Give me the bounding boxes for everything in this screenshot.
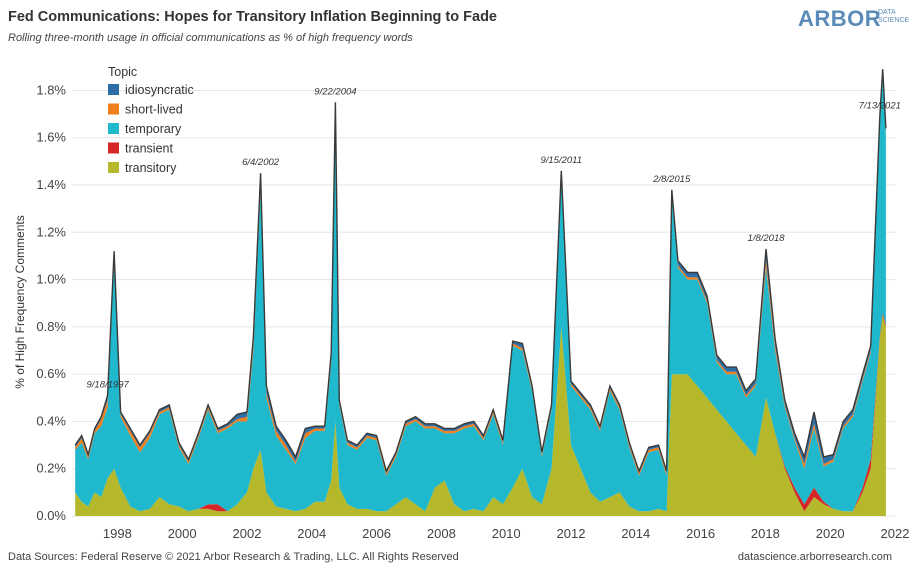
y-axis-label: % of High Frequency Comments [13,215,27,388]
x-tick-label: 2012 [557,526,586,541]
legend-label: transient [125,142,173,156]
logo-wordmark: ARBOR [798,6,882,31]
y-tick-label: 1.6% [36,130,66,145]
peak-annotation: 1/8/2018 [748,233,786,244]
logo-sub-line2: SCIENCE [878,17,910,24]
x-tick-label: 2020 [816,526,845,541]
x-tick-label: 2018 [751,526,780,541]
logo-sub-line1: DATA [878,9,896,16]
x-tick-label: 2002 [233,526,262,541]
legend: Topic idiosyncratic short-lived temporary t… [108,65,194,175]
x-tick-label: 2000 [168,526,197,541]
x-tick-label: 1998 [103,526,132,541]
peak-annotation: 9/18/1997 [87,379,130,390]
x-tick-label: 2022 [881,526,910,541]
peak-annotation: 7/13/2021 [859,100,901,111]
footer-url: datascience.arborresearch.com [737,551,892,563]
y-axis: 0.0% 0.2% 0.4% 0.6% 0.8% 1.0% 1.2% 1.4% 1.6% 1.8% [36,82,66,523]
x-tick-label: 2014 [621,526,650,541]
legend-swatch [108,84,119,95]
total-outline [74,69,887,474]
y-tick-label: 1.2% [36,224,66,239]
x-tick-label: 2006 [362,526,391,541]
logo-subtext: DATA SCIENCE [878,9,918,25]
legend-swatch [108,123,119,134]
x-tick-label: 2004 [297,526,326,541]
legend-label: temporary [125,122,182,136]
y-tick-label: 0.0% [36,508,66,523]
y-tick-label: 0.2% [36,461,66,476]
y-tick-label: 0.8% [36,319,66,334]
legend-swatch [108,162,119,173]
y-tick-label: 0.4% [36,413,66,428]
legend-title: Topic [108,65,137,79]
total-line [74,69,887,474]
y-tick-label: 1.0% [36,272,66,287]
legend-swatch [108,142,119,154]
peak-annotation: 2/8/2015 [652,174,691,185]
peak-annotation: 6/4/2002 [242,157,280,168]
footer-sources: Data Sources: Federal Reserve © 2021 Arb… [8,551,459,563]
area-series [75,69,886,516]
y-tick-label: 1.4% [36,177,66,192]
legend-label: transitory [125,161,177,175]
y-tick-label: 1.8% [36,82,66,97]
chart-title: Fed Communications: Hopes for Transitory… [8,9,497,25]
area-transitory [75,315,886,516]
peak-annotation: 9/15/2011 [540,155,582,166]
y-tick-label: 0.6% [36,366,66,381]
annotations: 9/18/1997 6/4/2002 9/22/2004 9/15/2011 2/8/2… [87,86,901,390]
x-tick-label: 2010 [492,526,521,541]
legend-label: idiosyncratic [125,83,194,97]
x-tick-label: 2016 [686,526,715,541]
area-temporary [75,76,886,512]
chart-subtitle: Rolling three-month usage in official co… [8,32,413,44]
legend-label: short-lived [125,103,183,117]
legend-swatch [108,103,119,115]
x-axis: 1998 2000 2002 2004 2006 2008 2010 2012 2014 2016… [103,526,910,541]
x-tick-label: 2008 [427,526,456,541]
peak-annotation: 9/22/2004 [314,86,356,97]
